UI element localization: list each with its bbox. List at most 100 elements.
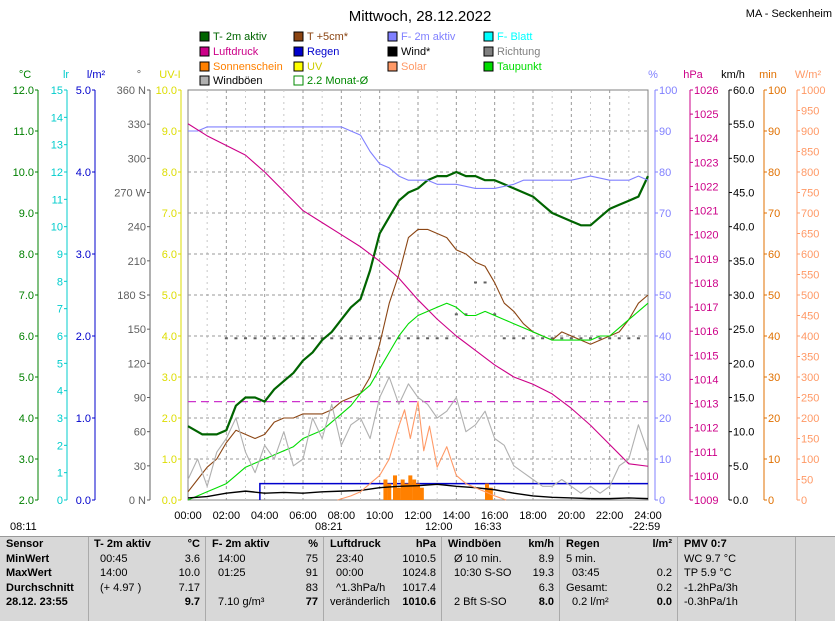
wind-direction-point [339, 337, 343, 340]
wind-direction-point [521, 337, 525, 340]
axis-tick-label-temp: 12.0 [13, 85, 34, 97]
wind-direction-point [320, 337, 324, 340]
sunshine-bar [383, 479, 388, 500]
series-line-luftdruck [187, 123, 649, 467]
table-cell: 6.3 [538, 581, 554, 594]
axis-tick-label-press: 1016 [694, 326, 718, 338]
axis-tick-label-temp: 9.0 [19, 208, 34, 220]
wind-direction-point [253, 337, 257, 340]
sunshine-bar [387, 483, 392, 500]
axis-unit-solar: W/m² [795, 69, 822, 81]
axis-tick-label-hum: 100 [659, 85, 677, 97]
table-cell: 7.17 [178, 581, 200, 594]
axis-tick-label-wind: 40.0 [733, 222, 754, 234]
axis-tick-label-lr: 15 [51, 85, 63, 97]
legend-label: Wind* [401, 46, 431, 58]
wind-direction-point [541, 337, 545, 340]
legend-swatch [387, 31, 398, 42]
wind-direction-point [493, 313, 497, 316]
chart-title: Mittwoch, 28.12.2022 [349, 8, 492, 25]
table-cell-current: 9.7 [184, 596, 200, 609]
wind-direction-point [406, 337, 410, 340]
table-cell: Ø 10 min. [454, 552, 502, 565]
axis-tick-label-sun: 100 [768, 85, 786, 97]
table-cell: ^1.3hPa/h [336, 581, 386, 594]
table-header-wind: Windböen [448, 538, 502, 550]
axis-tick-label-wind: 35.0 [733, 256, 754, 268]
axis-tick-label-uv: 6.0 [162, 249, 177, 261]
table-unit-hum: % [308, 538, 318, 550]
axis-tick-label-sun: 20 [768, 413, 780, 425]
axis-unit-uv: UV-I [159, 69, 180, 81]
axis-tick-label-wind: 45.0 [733, 188, 754, 200]
sunshine-bar [396, 487, 401, 500]
axis-tick-label-sun: 90 [768, 126, 780, 138]
chart-legend: T- 2m aktiv T +5cm* F- 2m aktiv F- Blatt Luf… [199, 31, 542, 87]
table-cell: 14:00 [100, 567, 128, 580]
table-cell: 14:00 [218, 552, 246, 565]
axis-tick-label-dir: 60 [134, 427, 146, 439]
wind-direction-point [349, 337, 353, 340]
legend-label: UV [307, 61, 323, 73]
legend-label: Solar [401, 61, 427, 73]
wind-direction-point [454, 313, 458, 316]
table-col-temp: T- 2m aktiv °C 00:45 3.6 14:00 10.0 (+ 4.97… [94, 537, 200, 621]
station-name: MA - Seckenheim [746, 8, 832, 20]
axis-tick-label-solar: 300 [801, 372, 819, 384]
table-cell: 19.3 [532, 567, 554, 580]
axis-tick-label-press: 1019 [694, 254, 718, 266]
table-cell: 83 [305, 581, 318, 594]
wind-direction-point [311, 337, 315, 340]
axis-tick-label-rain: 5.0 [76, 85, 91, 97]
wind-direction-point [224, 337, 228, 340]
axis-tick-label-lr: 9 [57, 249, 63, 261]
x-tick-label: 04:00 [251, 510, 279, 522]
table-cell: Gesamt: [566, 581, 608, 594]
table-cell: 00:45 [100, 552, 128, 565]
legend-swatch [387, 61, 398, 72]
x-tick-label: 16:00 [481, 510, 509, 522]
table-cell: WC 9.7 °C [684, 552, 737, 565]
axis-tick-label-press: 1020 [694, 230, 718, 242]
axis-tick-label-wind: 5.0 [733, 461, 748, 473]
legend-label: Luftdruck [213, 46, 259, 58]
series-line-solar [337, 401, 507, 501]
legend-label: Taupunkt [497, 61, 542, 73]
x-tick-label: 18:00 [519, 510, 547, 522]
wind-direction-point [579, 337, 583, 340]
axis-tick-label-rain: 2.0 [76, 331, 91, 343]
wind-direction-point [636, 337, 640, 340]
table-col-rain: Regen l/m² 5 min. 03:45 0.2 Gesamt: 0.2 0.2… [566, 537, 672, 621]
axis-tick-label-solar: 0 [801, 495, 807, 507]
axis-tick-label-wind: 10.0 [733, 427, 754, 439]
axis-tick-label-lr: 1 [57, 468, 63, 480]
axis-tick-label-press: 1024 [694, 133, 718, 145]
sunshine-bar [419, 487, 424, 500]
legend-label: T +5cm* [307, 31, 349, 43]
axis-tick-label-uv: 2.0 [162, 413, 177, 425]
axis-tick-label-hum: 50 [659, 290, 671, 302]
table-col-pmv: PMV 0:7 WC 9.7 °C TP 5.9 °C -1.2hPa/3h -… [684, 537, 784, 621]
x-tick-label: 14:00 [443, 510, 471, 522]
x-tick-label: 00:00 [174, 510, 202, 522]
axis-tick-label-hum: 70 [659, 208, 671, 220]
axis-unit-sun: min [759, 69, 777, 81]
wind-direction-point [272, 337, 276, 340]
legend-swatch [199, 61, 210, 72]
table-cell-current: 1010.6 [402, 596, 436, 609]
axis-tick-label-uv: 4.0 [162, 331, 177, 343]
axis-unit-press: hPa [683, 69, 703, 81]
wind-direction-point [330, 337, 334, 340]
axis-tick-label-press: 1014 [694, 374, 718, 386]
table-header-pmv: PMV 0:7 [684, 538, 727, 550]
series-line-taupunkt [187, 302, 649, 501]
wind-direction-point [474, 281, 477, 284]
legend-swatch [483, 46, 494, 57]
legend-label: T- 2m aktiv [213, 31, 267, 43]
axis-tick-label-solar: 350 [801, 352, 819, 364]
axis-tick-label-sun: 10 [768, 454, 780, 466]
axis-tick-label-solar: 650 [801, 229, 819, 241]
axis-tick-label-uv: 7.0 [162, 208, 177, 220]
axis-tick-label-rain: 3.0 [76, 249, 91, 261]
axis-tick-label-lr: 0 [57, 495, 63, 507]
